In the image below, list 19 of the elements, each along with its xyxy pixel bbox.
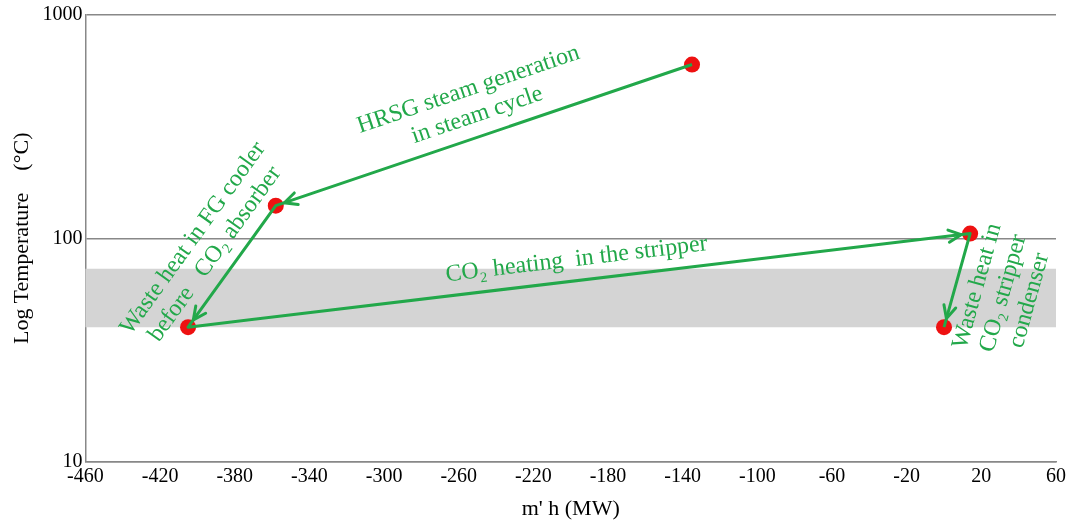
x-tick-label: -420 [141,463,179,486]
x-tick-label: -20 [893,463,921,486]
y-tick-label: 100 [52,225,83,248]
x-tick-label: 60 [1046,463,1066,486]
x-tick-label: -220 [515,463,552,486]
annotation: Waste heat in CO₂ stripper condenser [945,220,1054,355]
x-tick-label: -300 [365,463,403,486]
x-tick-label: 20 [971,463,992,486]
x-tick-label: -180 [589,463,627,486]
x-tick-label: -260 [440,463,478,486]
y-tick-label: 1000 [42,2,83,25]
x-tick-label: -140 [664,463,702,486]
x-tick-label: -60 [818,463,846,486]
annotation: CO₂ heating in the stripper [443,229,709,287]
x-tick-label: -100 [739,463,776,486]
x-axis-title: m' h (MW) [521,494,620,520]
y-axis-title: Log Temperature (°C) [7,132,33,345]
x-tick-label: -380 [216,463,254,486]
x-tick-label: -340 [291,463,328,486]
